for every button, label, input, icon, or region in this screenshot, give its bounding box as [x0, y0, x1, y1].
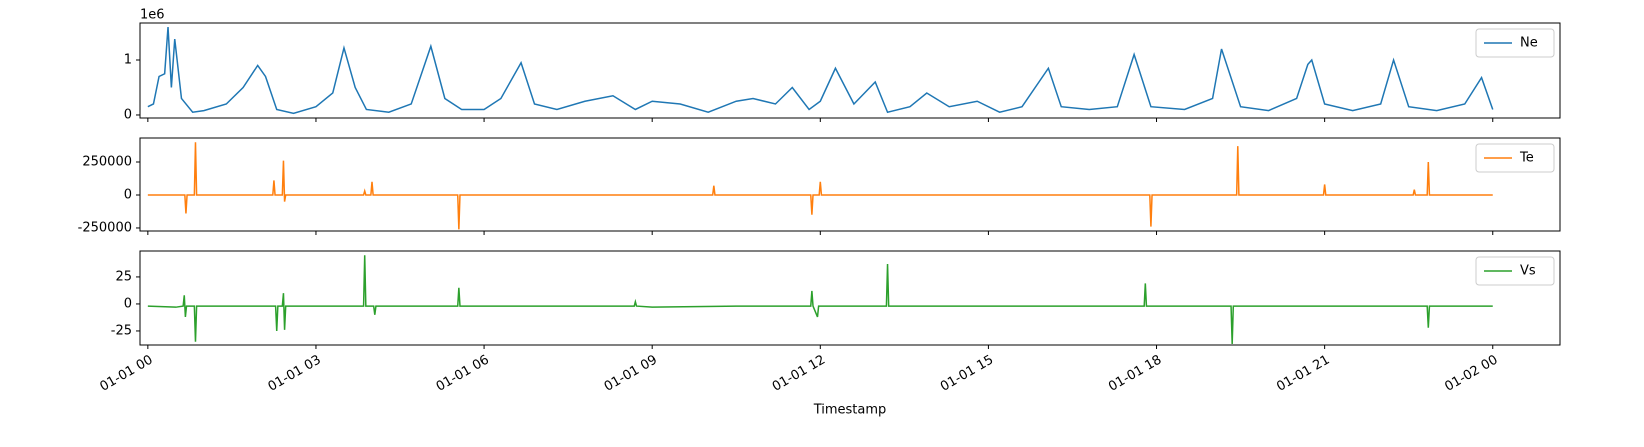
y-tick-label: 0 — [124, 187, 132, 202]
x-tick-label: 01-01 21 — [1274, 353, 1332, 395]
x-tick-label: 01-01 06 — [434, 353, 492, 395]
axes-frame — [139, 22, 1561, 119]
data-line — [147, 142, 1493, 230]
x-tick-label: 01-01 00 — [97, 353, 155, 395]
legend-label: Te — [1519, 151, 1534, 166]
y-tick-label: -250000 — [78, 220, 132, 235]
legend-box — [1475, 143, 1555, 173]
x-axis-label: Timestamp — [813, 403, 887, 418]
x-tick-label: 01-01 12 — [770, 353, 828, 395]
y-tick-label: 1 — [124, 52, 132, 67]
y-offset-label: 1e6 — [140, 8, 165, 23]
x-tick-label: 01-01 03 — [266, 353, 324, 395]
data-line — [147, 255, 1493, 344]
y-tick-label: 0 — [124, 296, 132, 311]
x-tick-label: 01-01 09 — [602, 353, 660, 395]
axes-frame — [139, 137, 1561, 232]
axes-frame — [139, 250, 1561, 346]
y-tick-label: 0 — [124, 107, 132, 122]
y-tick-label: 25 — [115, 269, 132, 284]
legend-label: Ne — [1520, 36, 1538, 51]
x-tick-label: 01-01 15 — [938, 353, 996, 395]
legend-box — [1475, 28, 1555, 58]
y-tick-label: 250000 — [82, 155, 132, 170]
x-tick-label: 01-01 18 — [1106, 353, 1164, 395]
data-line — [147, 26, 1494, 115]
y-tick-label: -25 — [111, 323, 132, 338]
legend-box — [1475, 256, 1555, 286]
x-tick-label: 01-02 00 — [1442, 353, 1500, 395]
legend-label: Vs — [1520, 264, 1536, 279]
